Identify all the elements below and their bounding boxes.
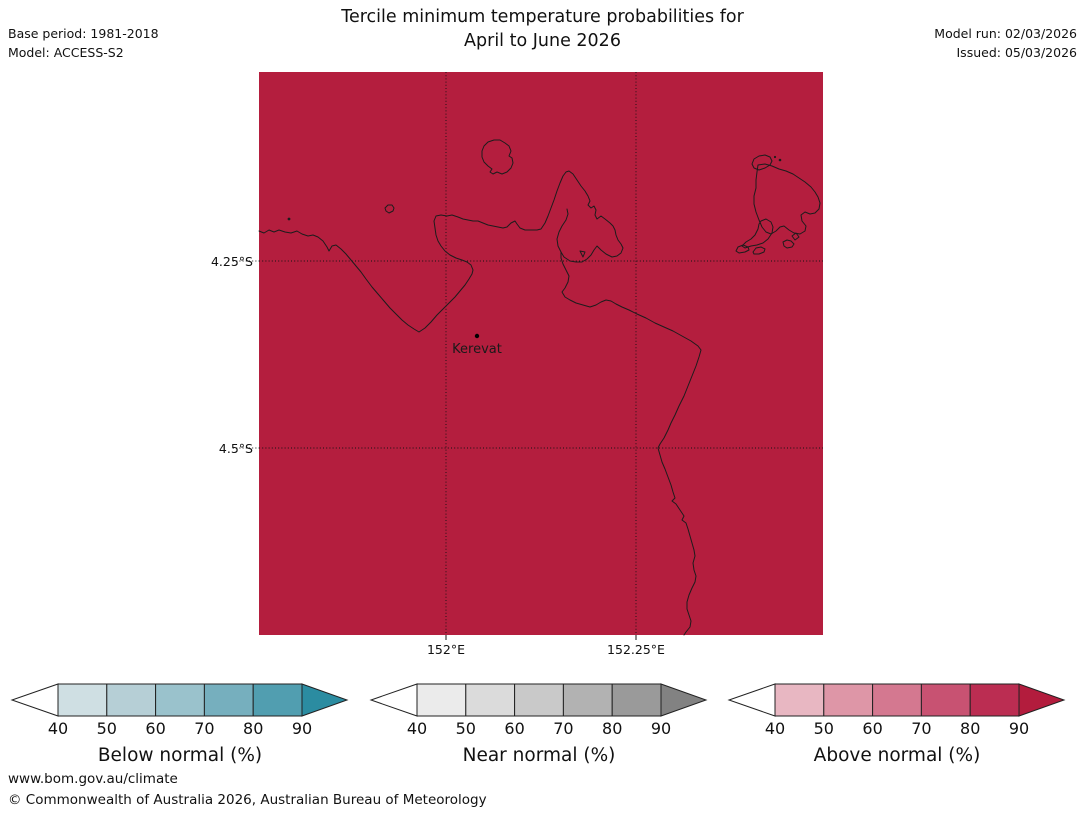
colorbar-segment [562, 683, 613, 717]
colorbar-segment [465, 683, 516, 717]
colorbar-tick-label: 70 [911, 719, 931, 738]
colorbar-tick-label: 50 [814, 719, 834, 738]
colorbar-tick-label: 80 [960, 719, 980, 738]
colorbar-segment [969, 683, 1020, 717]
lon-tick-marks [445, 635, 637, 640]
base-period-text: Base period: 1981-2018 [8, 26, 159, 41]
issued-text: Issued: 05/03/2026 [956, 45, 1078, 60]
colorbar-segment [514, 683, 564, 717]
colorbar-title: Below normal (%) [98, 745, 262, 766]
colorbar-segment [203, 683, 254, 717]
colorbar-right-arrow [660, 683, 708, 717]
colorbar-0: 40 50 60 70 80 90 Below normal (%) [10, 683, 349, 766]
model-text: Model: ACCESS-S2 [8, 45, 124, 60]
page-title-line2: April to June 2026 [464, 31, 621, 51]
colorbar-segment [823, 683, 874, 717]
colorbar-tick-label: 40 [407, 719, 427, 738]
probability-map [233, 72, 823, 640]
coastline-paths [258, 139, 821, 636]
footer-url: www.bom.gov.au/climate [8, 771, 178, 787]
colorbar-tick-label: 40 [48, 719, 68, 738]
colorbar-left-arrow [727, 683, 776, 717]
colorbar-tick-label: 60 [862, 719, 882, 738]
kerevat-label: Kerevat [452, 342, 502, 357]
colorbar-tick-label: 50 [97, 719, 117, 738]
colorbar-tick-label: 90 [292, 719, 312, 738]
map-fill-region [259, 72, 823, 635]
colorbar-segment [774, 683, 825, 717]
colorbar-tick-label: 80 [602, 719, 622, 738]
colorbar-segment [872, 683, 922, 717]
colorbar-segment [611, 683, 662, 717]
page-title: Tercile minimum temperature probabilitie… [0, 5, 1085, 53]
colorbar-segment [252, 683, 303, 717]
legend-colorbars: 40 50 60 70 80 90 Below normal (%) 40 50 60 70 80 90… [10, 683, 1066, 766]
colorbar-tick-label: 50 [456, 719, 476, 738]
colorbar-tick-label: 90 [651, 719, 671, 738]
map-gridlines [233, 72, 823, 635]
lon-label-152-25e: 152.25°E [607, 642, 665, 657]
lat-label-4-25s: 4.25°S [210, 254, 253, 269]
meta-left: Base period: 1981-2018 Model: ACCESS-S2 [8, 24, 159, 62]
footer-copyright: © Commonwealth of Australia 2026, Austra… [8, 792, 487, 808]
lat-label-4-5s: 4.5°S [218, 441, 253, 456]
colorbar-left-arrow [10, 683, 59, 717]
colorbar-segment [416, 683, 467, 717]
colorbar-tick-label: 60 [145, 719, 165, 738]
colorbar-2: 40 50 60 70 80 90 Above normal (%) [727, 683, 1066, 766]
page-title-line1: Tercile minimum temperature probabilitie… [341, 7, 744, 27]
colorbar-1: 40 50 60 70 80 90 Near normal (%) [369, 683, 708, 766]
meta-right: Model run: 02/03/2026 Issued: 05/03/2026 [934, 24, 1077, 62]
colorbar-title: Above normal (%) [814, 745, 981, 766]
colorbar-tick-label: 60 [504, 719, 524, 738]
model-run-text: Model run: 02/03/2026 [934, 26, 1077, 41]
colorbar-segment [155, 683, 205, 717]
lon-label-152e: 152°E [426, 642, 465, 657]
islet-dots [287, 155, 782, 221]
colorbar-right-arrow [301, 683, 349, 717]
colorbar-tick-label: 80 [243, 719, 263, 738]
colorbar-right-arrow [1018, 683, 1066, 717]
colorbar-tick-label: 40 [765, 719, 785, 738]
colorbar-tick-label: 70 [194, 719, 214, 738]
colorbar-segment [920, 683, 971, 717]
kerevat-marker-dot [474, 333, 480, 339]
colorbar-left-arrow [369, 683, 418, 717]
colorbar-tick-label: 70 [553, 719, 573, 738]
colorbar-segment [57, 683, 108, 717]
colorbar-tick-label: 90 [1009, 719, 1029, 738]
colorbar-segment [106, 683, 157, 717]
colorbar-title: Near normal (%) [463, 745, 616, 766]
